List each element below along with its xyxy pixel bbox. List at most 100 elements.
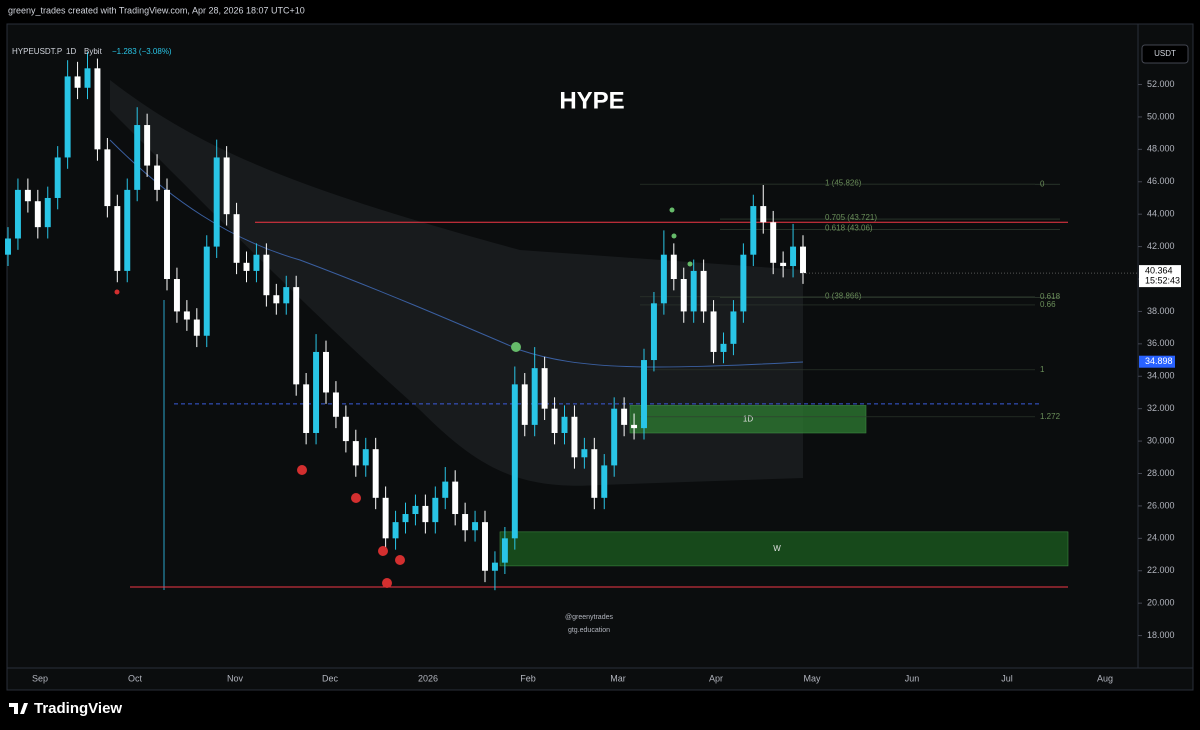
currency-label[interactable]: USDT bbox=[1154, 49, 1176, 58]
candle-body bbox=[84, 68, 91, 88]
candle-body bbox=[154, 165, 161, 190]
fib-label: 0 (38.866) bbox=[825, 291, 862, 300]
candle-body bbox=[44, 197, 51, 228]
candle-body bbox=[392, 522, 399, 539]
candle-body bbox=[591, 449, 598, 498]
candle-body bbox=[372, 449, 379, 498]
candle-body bbox=[173, 279, 180, 312]
candle-body bbox=[114, 206, 121, 271]
price-change: −1.283 (−3.08%) bbox=[112, 47, 172, 56]
candle-body bbox=[730, 311, 737, 344]
x-tick-label: Oct bbox=[128, 673, 143, 683]
y-tick-label: 20.000 bbox=[1147, 598, 1175, 608]
candle-body bbox=[750, 206, 757, 255]
x-tick-label: Dec bbox=[322, 673, 339, 683]
candle-body bbox=[511, 384, 518, 539]
marker-price-box bbox=[1139, 355, 1175, 368]
watermark: gtg.education bbox=[568, 627, 610, 634]
exchange: Bybit bbox=[84, 47, 103, 56]
zone bbox=[629, 405, 867, 434]
candle-body bbox=[571, 416, 578, 458]
candle-body bbox=[5, 238, 11, 255]
candle-body bbox=[631, 424, 638, 429]
fib-label: 0.618 bbox=[1040, 292, 1061, 301]
sell-dot bbox=[351, 493, 361, 503]
candle-body bbox=[144, 125, 151, 166]
candle-body bbox=[203, 246, 210, 336]
candle-body bbox=[710, 311, 717, 352]
candle-body bbox=[700, 270, 707, 312]
zone-label: W bbox=[773, 544, 781, 553]
credit: greeny_trades created with TradingView.c… bbox=[8, 5, 305, 15]
candle-body bbox=[283, 287, 290, 304]
candle-body bbox=[124, 189, 131, 271]
y-tick-label: 18.000 bbox=[1147, 630, 1175, 640]
sell-dot bbox=[378, 546, 388, 556]
candle-body bbox=[670, 254, 677, 280]
y-tick-label: 22.000 bbox=[1147, 565, 1175, 575]
candle-body bbox=[422, 505, 429, 523]
candle-body bbox=[213, 157, 220, 247]
candle-body bbox=[740, 254, 747, 312]
candle-body bbox=[660, 254, 667, 304]
sell-dot bbox=[395, 555, 405, 565]
x-tick-label: 2026 bbox=[418, 673, 438, 683]
y-tick-label: 26.000 bbox=[1147, 500, 1175, 510]
y-tick-label: 38.000 bbox=[1147, 306, 1175, 316]
buy-dot bbox=[671, 233, 677, 239]
candle-body bbox=[531, 368, 538, 425]
candle-body bbox=[342, 416, 349, 442]
buy-dot bbox=[669, 207, 675, 213]
candle-body bbox=[641, 360, 647, 429]
footer-logo bbox=[9, 703, 28, 714]
candle-body bbox=[193, 319, 200, 336]
candle-body bbox=[164, 189, 170, 280]
fib-label: 1.272 bbox=[1040, 412, 1061, 421]
ticker: HYPEUSDT.P bbox=[12, 47, 62, 56]
y-tick-label: 50.000 bbox=[1147, 111, 1175, 121]
x-tick-label: Aug bbox=[1097, 673, 1113, 683]
x-tick-label: Apr bbox=[709, 673, 723, 683]
y-tick-label: 42.000 bbox=[1147, 241, 1175, 251]
y-tick-label: 34.000 bbox=[1147, 371, 1175, 381]
candle-body bbox=[800, 246, 806, 274]
candle-body bbox=[352, 441, 359, 466]
candle-body bbox=[94, 68, 101, 150]
candle-body bbox=[551, 408, 558, 433]
watermark: @greenytrades bbox=[565, 614, 613, 621]
candle-body bbox=[382, 497, 389, 539]
zone bbox=[499, 531, 1069, 567]
candle-body bbox=[462, 514, 469, 531]
candle-body bbox=[780, 262, 787, 267]
x-tick-label: Nov bbox=[227, 673, 244, 683]
y-tick-label: 36.000 bbox=[1147, 338, 1175, 348]
chart-title: HYPE bbox=[559, 87, 624, 114]
x-tick-label: Jul bbox=[1001, 673, 1013, 683]
candle-body bbox=[442, 481, 449, 498]
candle-body bbox=[253, 254, 260, 271]
last-price-label: 40.364 bbox=[1145, 265, 1173, 275]
y-tick-label: 48.000 bbox=[1147, 144, 1175, 154]
candle-body bbox=[611, 408, 618, 466]
candle-body bbox=[501, 538, 508, 563]
y-tick-label: 52.000 bbox=[1147, 79, 1175, 89]
candle-body bbox=[323, 351, 329, 393]
fib-label: 0.705 (43.721) bbox=[825, 213, 877, 222]
envelope-band bbox=[110, 80, 803, 486]
x-tick-label: Mar bbox=[610, 673, 626, 683]
currency-button[interactable] bbox=[1141, 44, 1189, 64]
signal-dots bbox=[114, 207, 693, 588]
x-tick-label: Sep bbox=[32, 673, 48, 683]
sell-dot bbox=[382, 578, 392, 588]
interval: 1D bbox=[66, 47, 76, 56]
candle-body bbox=[432, 497, 439, 523]
candle-body bbox=[650, 303, 657, 361]
fib-label: 1 bbox=[1040, 365, 1045, 374]
candle-body bbox=[34, 201, 41, 228]
y-tick-label: 32.000 bbox=[1147, 403, 1175, 413]
candle-body bbox=[690, 270, 697, 312]
y-tick-label: 46.000 bbox=[1147, 176, 1175, 186]
candle-body bbox=[770, 222, 777, 263]
candle-body bbox=[64, 76, 71, 158]
candle-body bbox=[332, 392, 339, 417]
